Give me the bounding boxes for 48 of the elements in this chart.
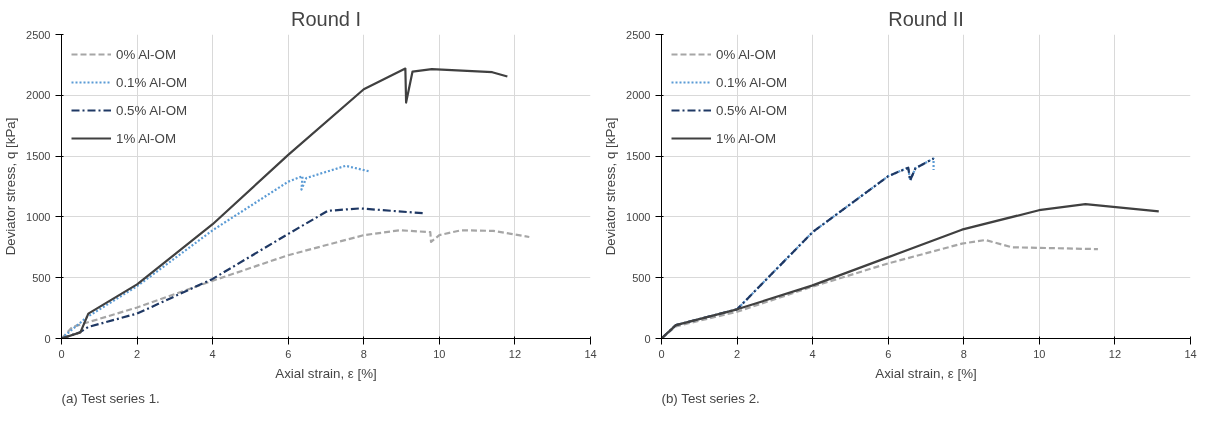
y-tick-label: 1500 bbox=[626, 150, 651, 163]
x-tick-label: 14 bbox=[584, 347, 597, 360]
x-tick-label: 0 bbox=[58, 347, 65, 360]
x-tick-label: 2 bbox=[134, 347, 141, 360]
x-tick-label: 8 bbox=[360, 347, 367, 360]
y-tick-label: 2500 bbox=[26, 28, 51, 41]
x-tick-label: 4 bbox=[209, 347, 216, 360]
x-tick-label: 12 bbox=[1108, 347, 1122, 360]
x-axis-title: Axial strain, ε [%] bbox=[875, 365, 977, 381]
x-tick-label: 6 bbox=[885, 347, 892, 360]
x-tick-label: 6 bbox=[285, 347, 292, 360]
x-tick-label: 8 bbox=[960, 347, 967, 360]
text: (a) Test series 1. bbox=[61, 390, 160, 406]
x-tick-label: 12 bbox=[508, 347, 522, 360]
line-series bbox=[61, 229, 531, 339]
legend-label: 1% Al-OM bbox=[116, 130, 176, 146]
x-tick-label: 2 bbox=[734, 347, 741, 360]
y-axis-title: Deviator stress, q [kPa] bbox=[3, 117, 19, 256]
line-series bbox=[61, 67, 509, 339]
x-tick-label: 4 bbox=[809, 347, 816, 360]
y-tick-label: 500 bbox=[32, 271, 51, 284]
x-tick-label: 10 bbox=[433, 347, 446, 360]
legend-label: 0% Al-OM bbox=[116, 46, 176, 62]
text: (b) Test series 2. bbox=[661, 390, 760, 406]
line-series bbox=[661, 203, 1160, 339]
legend-label: 1% Al-OM bbox=[716, 130, 776, 146]
y-tick-label: 1000 bbox=[26, 210, 51, 223]
y-tick-label: 1500 bbox=[26, 150, 51, 163]
x-tick-label: 10 bbox=[1033, 347, 1046, 360]
legend-label: 0% Al-OM bbox=[716, 46, 776, 62]
y-tick-label: 0 bbox=[644, 332, 651, 345]
y-tick-label: 2000 bbox=[626, 89, 651, 102]
line-series bbox=[61, 164, 371, 339]
y-tick-label: 2000 bbox=[26, 89, 51, 102]
legend-label: 0.1% Al-OM bbox=[116, 74, 188, 90]
y-tick-label: 1000 bbox=[626, 210, 651, 223]
y-tick-label: 500 bbox=[632, 271, 651, 284]
y-tick-label: 0 bbox=[44, 332, 51, 345]
y-tick-label: 2500 bbox=[626, 28, 651, 41]
legend-label: 0.5% Al-OM bbox=[716, 102, 788, 118]
x-axis-title: Axial strain, ε [%] bbox=[275, 365, 377, 381]
chart-title: Round II bbox=[888, 7, 964, 30]
chart-title: Round I bbox=[290, 7, 362, 30]
y-axis-title: Deviator stress, q [kPa] bbox=[603, 117, 619, 256]
x-tick-label: 14 bbox=[1184, 347, 1197, 360]
legend-label: 0.1% Al-OM bbox=[716, 74, 788, 90]
x-tick-label: 0 bbox=[658, 347, 665, 360]
legend-label: 0.5% Al-OM bbox=[116, 102, 188, 118]
